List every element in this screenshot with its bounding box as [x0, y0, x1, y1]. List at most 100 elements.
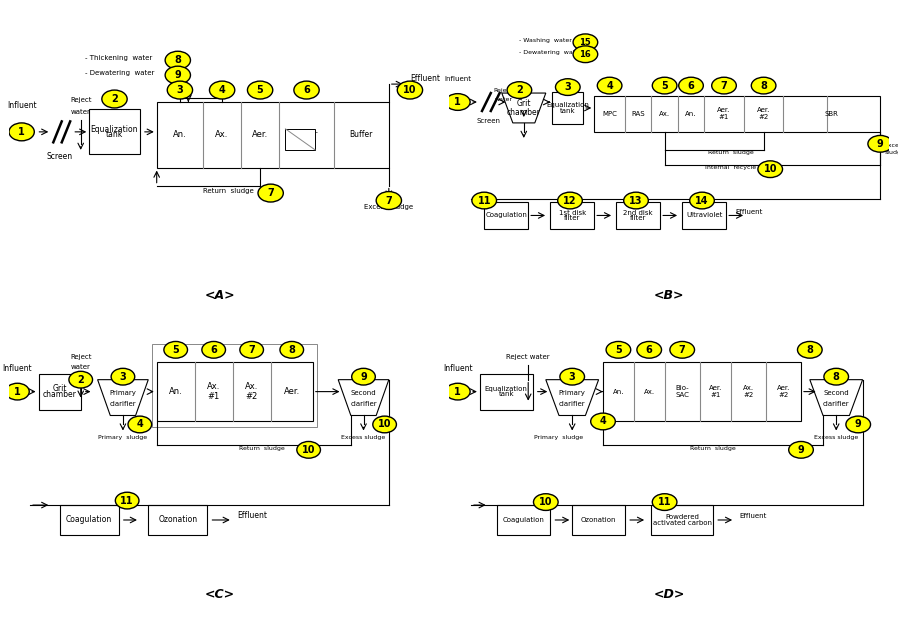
Text: 8: 8	[174, 55, 181, 65]
Circle shape	[445, 383, 471, 400]
Text: Aer.: Aer.	[284, 387, 300, 396]
Text: 6: 6	[210, 345, 217, 355]
Text: clarifier: clarifier	[823, 401, 850, 407]
Circle shape	[165, 51, 190, 69]
Circle shape	[352, 368, 375, 385]
Text: Powdered: Powdered	[665, 514, 700, 521]
Text: tank: tank	[106, 130, 123, 139]
Text: - Thickening  water: - Thickening water	[85, 55, 152, 61]
Circle shape	[670, 341, 694, 358]
Text: <B>: <B>	[654, 289, 684, 302]
FancyBboxPatch shape	[594, 96, 880, 132]
Text: 4: 4	[600, 417, 606, 427]
Text: Screen: Screen	[47, 152, 73, 160]
Text: Return  sludge: Return sludge	[708, 151, 753, 156]
Circle shape	[533, 494, 559, 511]
Text: sludge: sludge	[885, 151, 898, 156]
Circle shape	[573, 46, 598, 63]
FancyBboxPatch shape	[480, 374, 533, 409]
Text: activated carbon: activated carbon	[653, 519, 712, 526]
Circle shape	[591, 413, 615, 430]
Text: 10: 10	[539, 497, 552, 507]
Text: Reject water: Reject water	[506, 354, 550, 360]
Text: Ax.: Ax.	[216, 131, 229, 139]
Text: chamber: chamber	[43, 390, 76, 399]
Text: Excess: Excess	[885, 143, 898, 148]
Text: 5: 5	[615, 345, 621, 355]
Text: 7: 7	[720, 81, 727, 91]
Text: Aer.
#1: Aer. #1	[718, 108, 731, 121]
Text: Ultraviolet: Ultraviolet	[686, 213, 722, 218]
Text: 3: 3	[119, 372, 127, 382]
FancyBboxPatch shape	[59, 505, 119, 535]
Circle shape	[248, 81, 273, 99]
Text: An.: An.	[169, 387, 182, 396]
Text: tank: tank	[560, 108, 576, 114]
Text: 9: 9	[876, 139, 884, 149]
Circle shape	[297, 442, 321, 458]
Circle shape	[280, 341, 304, 358]
Text: Grit: Grit	[516, 99, 531, 108]
Text: 11: 11	[120, 496, 134, 506]
FancyBboxPatch shape	[148, 505, 207, 535]
Circle shape	[373, 416, 396, 433]
Circle shape	[294, 81, 319, 99]
Text: tank: tank	[498, 391, 514, 397]
Text: filter: filter	[630, 215, 647, 221]
Text: Equalization: Equalization	[546, 102, 589, 108]
FancyBboxPatch shape	[484, 202, 528, 229]
Text: 1: 1	[454, 387, 462, 397]
Text: 14: 14	[695, 195, 709, 205]
Circle shape	[115, 492, 139, 509]
Text: filter: filter	[564, 215, 580, 221]
Text: Influent: Influent	[3, 364, 32, 373]
Text: Coagulation: Coagulation	[503, 517, 545, 523]
Circle shape	[101, 90, 128, 108]
Circle shape	[445, 94, 471, 110]
Circle shape	[258, 184, 283, 202]
Text: Buffer: Buffer	[349, 131, 373, 139]
Circle shape	[556, 79, 580, 95]
Text: 12: 12	[563, 195, 577, 205]
Text: Effluent: Effluent	[739, 514, 767, 519]
Text: Second: Second	[351, 390, 376, 396]
Circle shape	[471, 192, 497, 209]
Text: Primary  sludge: Primary sludge	[534, 435, 584, 440]
Text: 7: 7	[268, 188, 274, 198]
Text: 9: 9	[360, 372, 367, 382]
Text: - Dewatering  water: - Dewatering water	[85, 70, 154, 76]
FancyBboxPatch shape	[682, 202, 726, 229]
Polygon shape	[98, 379, 148, 415]
Circle shape	[559, 368, 585, 385]
Text: 6: 6	[688, 81, 694, 91]
Text: 7: 7	[679, 345, 685, 355]
Text: RAS: RAS	[631, 111, 645, 117]
Text: Primary: Primary	[110, 390, 136, 396]
Circle shape	[652, 494, 677, 511]
Text: 11: 11	[658, 497, 672, 507]
Circle shape	[573, 34, 598, 50]
Text: Ax.
#1: Ax. #1	[207, 382, 220, 401]
Text: water: water	[71, 364, 91, 370]
Circle shape	[69, 371, 92, 388]
FancyBboxPatch shape	[552, 91, 583, 124]
Text: Excess sludge: Excess sludge	[814, 435, 858, 440]
Text: 8: 8	[761, 81, 767, 91]
Text: 9: 9	[174, 70, 181, 80]
Text: 6: 6	[304, 85, 310, 95]
Text: 4: 4	[606, 81, 613, 91]
Circle shape	[163, 341, 188, 358]
Text: 2nd disk: 2nd disk	[623, 210, 653, 216]
Text: Influent: Influent	[7, 101, 37, 110]
Polygon shape	[546, 379, 599, 415]
Text: Effluent: Effluent	[409, 74, 440, 83]
FancyBboxPatch shape	[497, 505, 550, 535]
Text: Equalization: Equalization	[91, 124, 138, 134]
Text: Aer.
#1: Aer. #1	[709, 385, 722, 398]
Polygon shape	[810, 379, 863, 415]
Text: Excess sludge: Excess sludge	[365, 205, 413, 210]
Circle shape	[507, 81, 532, 98]
Text: 5: 5	[661, 81, 668, 91]
Text: 10: 10	[763, 164, 777, 174]
Text: Effluent: Effluent	[237, 511, 267, 521]
